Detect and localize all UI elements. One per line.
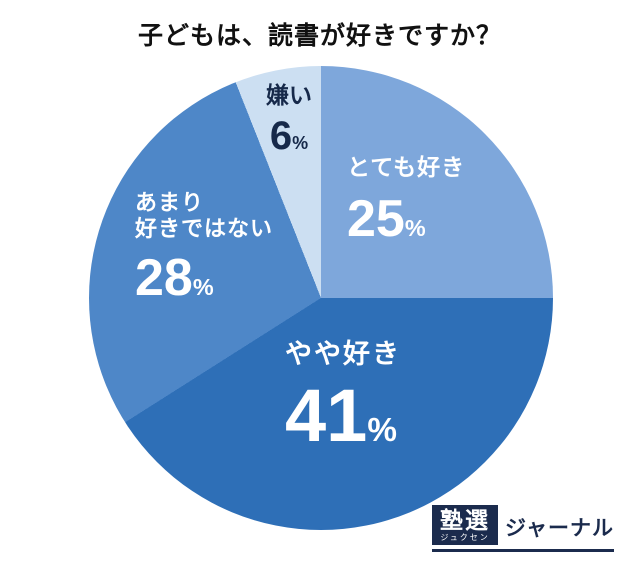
slice-label-yaya-suki: やや好き 41% <box>285 338 401 461</box>
logo-mark-ruby: ジュクセン <box>440 533 490 542</box>
slice-name: とても好き <box>347 154 466 180</box>
slice-value: 28 <box>135 248 193 307</box>
percent-sign: % <box>367 412 397 450</box>
logo-mark-text: 塾選 <box>440 507 491 533</box>
slice-name-line1: あまり <box>135 190 205 215</box>
slice-value: 6 <box>269 113 293 158</box>
jukusen-journal-logo: 塾選 ジュクセン ジャーナル <box>432 505 614 552</box>
slice-value: 25 <box>347 189 405 248</box>
slice-name: あまり 好きではない <box>135 190 273 243</box>
logo-wordmark: ジャーナル <box>505 517 614 540</box>
slice-percentage: 6% <box>229 112 349 160</box>
percent-sign: % <box>404 214 426 241</box>
slice-label-totemo-suki: とても好き 25% <box>347 154 465 250</box>
slice-name: やや好き <box>285 339 401 369</box>
percent-sign: % <box>192 273 214 300</box>
slice-label-amari-suki-dewanai: あまり 好きではない 28% <box>135 190 273 309</box>
slice-percentage: 25% <box>347 188 465 250</box>
logo-mark-box: 塾選 ジュクセン <box>432 505 499 545</box>
slice-value: 41 <box>285 374 368 458</box>
slice-name-line2: 好きではない <box>135 216 274 242</box>
slice-percentage: 28% <box>135 247 273 309</box>
chart-title: 子どもは、読書が好きですか？ <box>137 22 502 50</box>
slice-name: 嫌い <box>266 82 312 108</box>
percent-sign: % <box>292 132 309 153</box>
slice-label-kirai: 嫌い 6% <box>229 82 349 160</box>
pie-chart: とても好き 25% やや好き 41% あまり 好きではない 28% 嫌い 6% <box>89 66 553 530</box>
slice-percentage: 41% <box>285 372 401 461</box>
